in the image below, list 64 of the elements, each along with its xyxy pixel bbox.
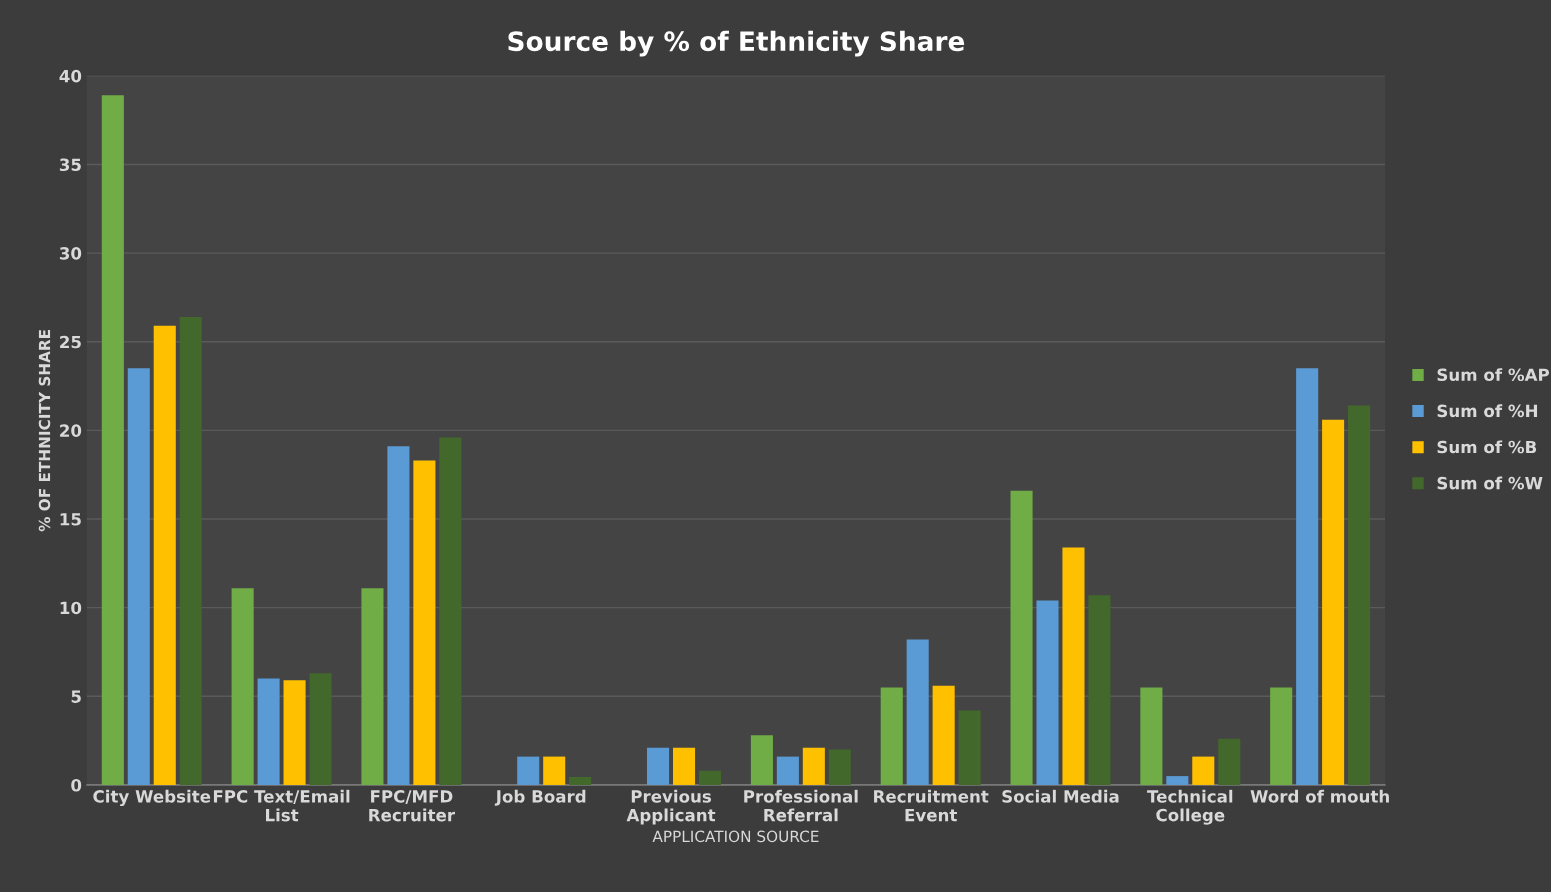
bar xyxy=(1296,368,1319,785)
bar xyxy=(1322,419,1345,785)
bar xyxy=(647,747,670,785)
bar xyxy=(413,460,436,785)
bar xyxy=(906,639,929,785)
x-tick-label: Previous Applicant xyxy=(626,789,716,825)
bar xyxy=(1010,490,1033,785)
bar xyxy=(179,316,202,785)
x-tick-label: Job Board xyxy=(494,789,586,806)
y-tick-label: 15 xyxy=(60,513,81,526)
bar xyxy=(1088,595,1111,785)
y-tick-label: 20 xyxy=(60,424,82,437)
legend-label: Sum of %AP xyxy=(1437,368,1550,382)
bar xyxy=(309,673,332,785)
legend-label: Sum of %B xyxy=(1437,440,1537,454)
bar xyxy=(231,588,254,785)
x-tick-label: FPC Text/Email List xyxy=(213,789,350,822)
bar xyxy=(828,749,851,785)
bar xyxy=(543,756,566,785)
bar xyxy=(1348,405,1371,785)
bar xyxy=(1062,547,1085,785)
x-tick-label: Word of mouth xyxy=(1250,789,1389,803)
y-tick-label: 25 xyxy=(60,335,81,349)
x-axis-title: APPLICATION SOURCE xyxy=(652,830,819,843)
bar xyxy=(776,756,799,785)
y-tick-label: 0 xyxy=(71,778,82,792)
bar xyxy=(672,747,696,785)
bar xyxy=(127,368,150,785)
legend-label: Sum of %W xyxy=(1437,476,1543,490)
bar xyxy=(1270,687,1293,785)
bar xyxy=(880,687,903,785)
bar xyxy=(1036,600,1059,785)
x-tick-label: Social Media xyxy=(1002,789,1119,803)
bar xyxy=(802,747,825,785)
bar xyxy=(387,446,410,785)
y-tick-label: 10 xyxy=(60,601,82,615)
legend-label: Sum of %H xyxy=(1437,404,1538,418)
x-tick-label: Professional Referral xyxy=(744,789,858,822)
bar xyxy=(958,710,981,785)
bar xyxy=(439,437,462,785)
y-axis-title: % OF ETHNICITY SHARE xyxy=(38,330,51,532)
y-tick-label: 35 xyxy=(59,158,81,172)
bar xyxy=(517,756,540,785)
bar xyxy=(153,325,176,785)
x-tick-label: Recruitment Event xyxy=(874,789,989,822)
bar xyxy=(361,588,384,785)
bar xyxy=(698,770,722,785)
x-tick-label: Technical College xyxy=(1147,789,1233,825)
y-tick-label: 5 xyxy=(71,690,81,703)
bar xyxy=(1218,738,1241,785)
bar xyxy=(750,735,773,785)
bar xyxy=(1192,756,1215,785)
bar xyxy=(1140,687,1163,785)
bar xyxy=(257,678,280,785)
bar xyxy=(283,680,306,785)
bar xyxy=(1166,776,1189,785)
chart-title: Source by % of Ethnicity Share xyxy=(508,30,965,57)
y-tick-label: 30 xyxy=(59,247,82,260)
x-tick-label: FPC/MFD Recruiter xyxy=(369,790,456,822)
x-tick-label: City Website xyxy=(93,789,211,807)
y-tick-label: 40 xyxy=(59,69,82,83)
bar xyxy=(101,95,124,785)
bar xyxy=(932,685,955,785)
bar xyxy=(569,776,592,785)
